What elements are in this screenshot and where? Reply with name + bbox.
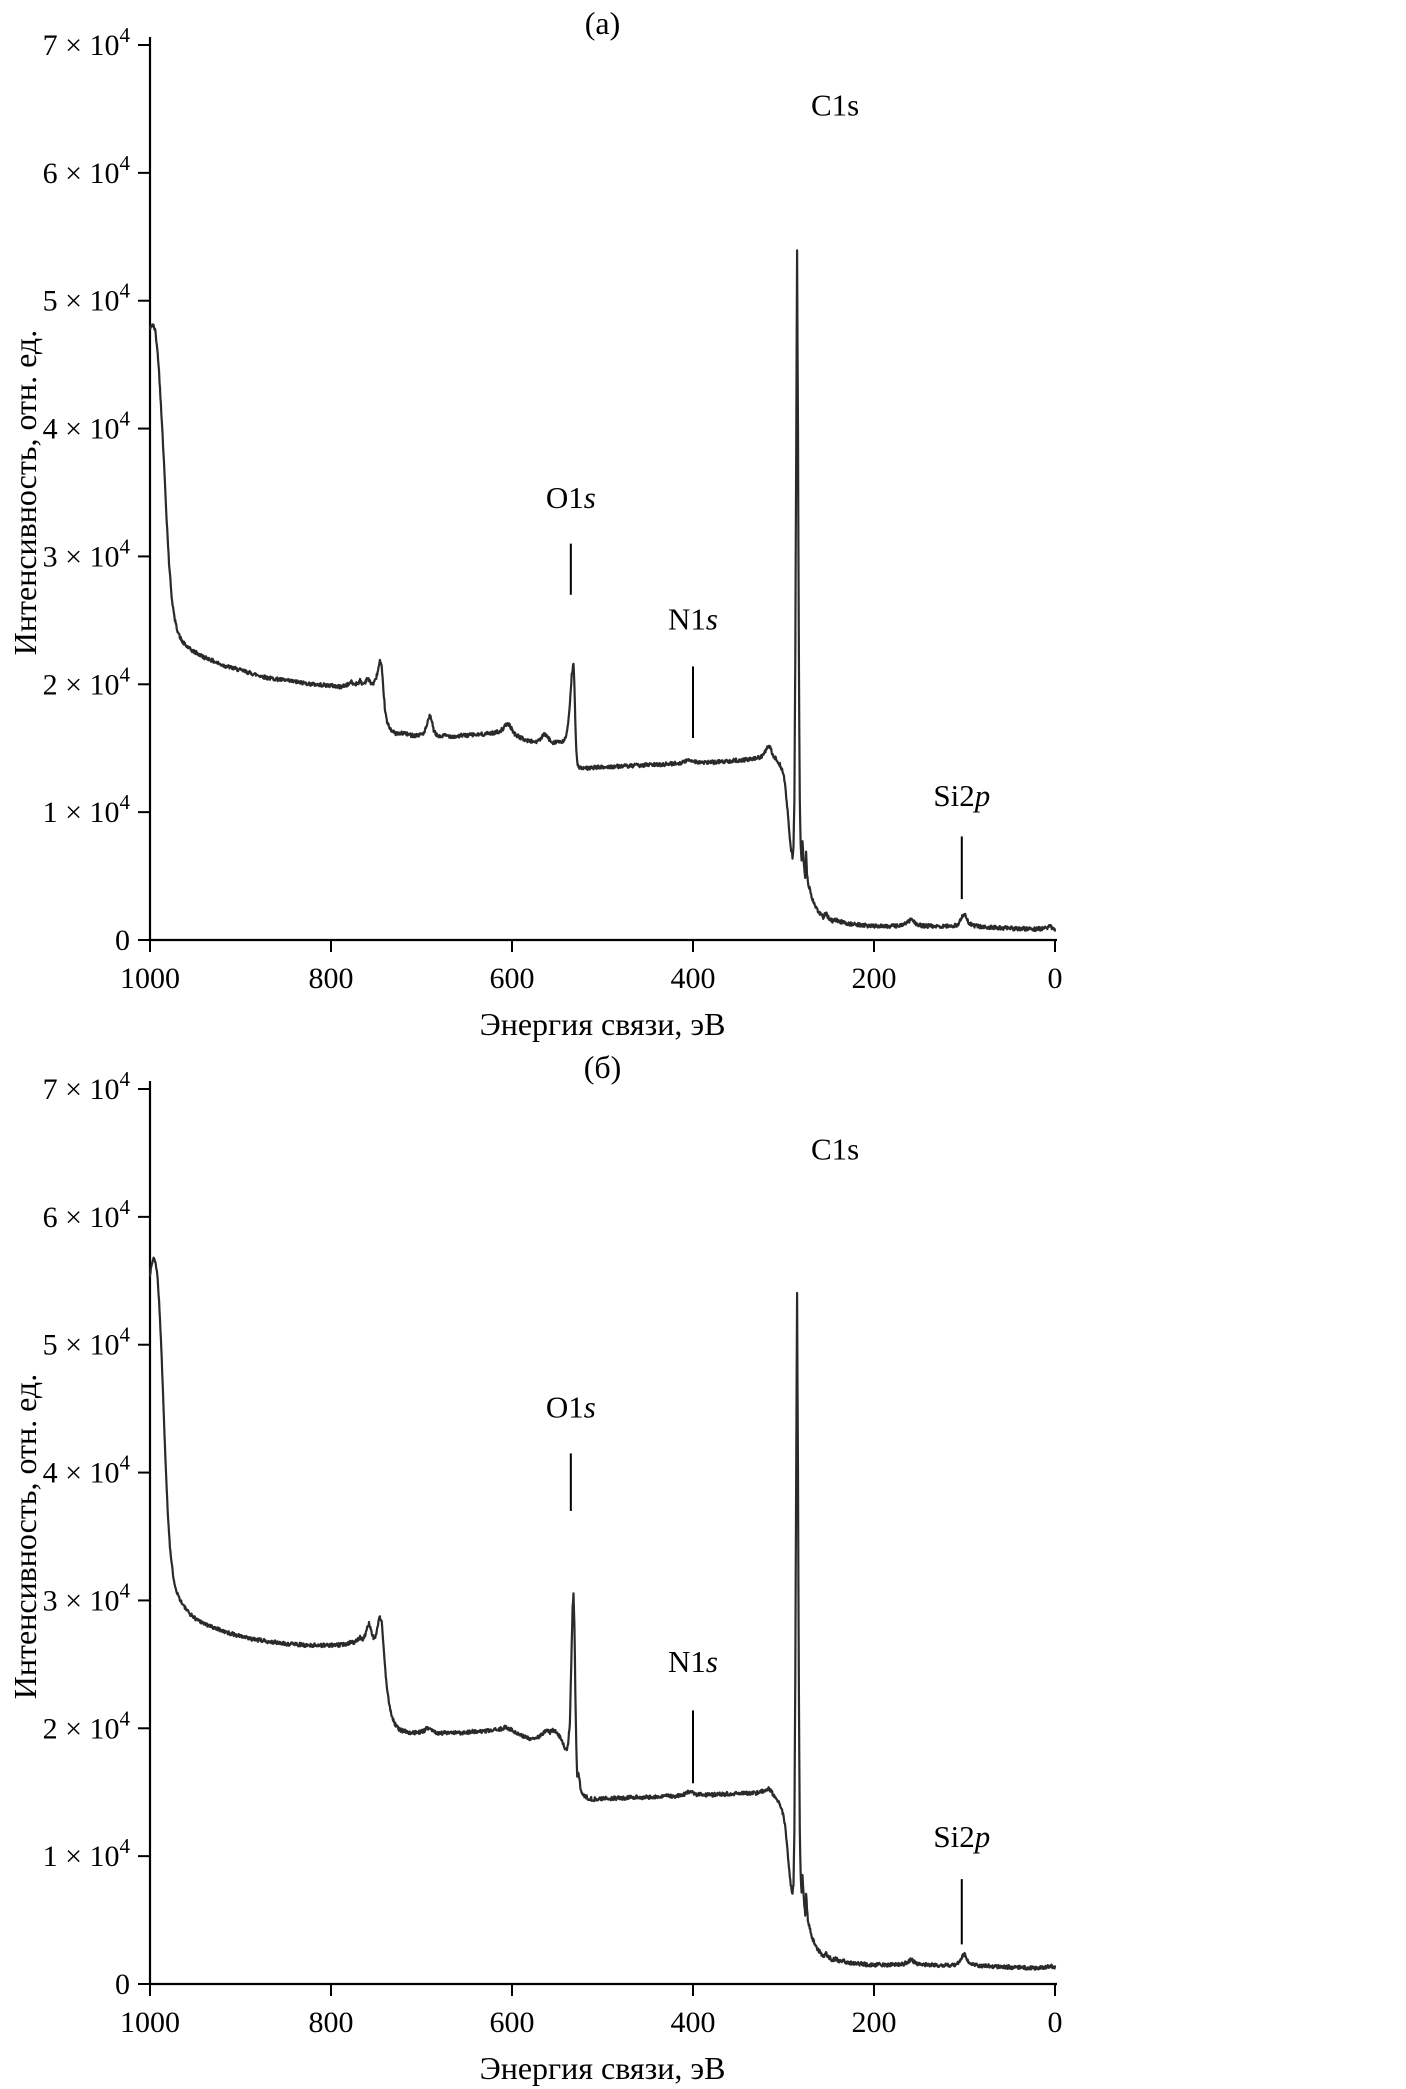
y-tick-label: 2 × 104 xyxy=(43,662,131,701)
y-axis-label: Интенсивность, отн. ед. xyxy=(7,1374,43,1699)
peak-label-o1s: O1s xyxy=(546,480,596,515)
spectrum-curve-b xyxy=(148,1256,1057,1971)
x-tick-label: 600 xyxy=(490,2006,535,2039)
x-tick-label: 0 xyxy=(1048,962,1063,995)
x-tick-label: 0 xyxy=(1048,2006,1063,2039)
peak-label-c1s: C1s xyxy=(811,1131,859,1166)
y-axis-label: Интенсивность, отн. ед. xyxy=(7,330,43,655)
x-tick-label: 800 xyxy=(309,2006,354,2039)
x-tick-label: 200 xyxy=(852,962,897,995)
y-tick-label: 4 × 104 xyxy=(43,1451,131,1490)
x-tick-label: 1000 xyxy=(120,2006,180,2039)
peak-label-c1s: C1s xyxy=(811,87,859,122)
peak-label-si2p: Si2p xyxy=(933,778,990,813)
y-tick-label: 1 × 104 xyxy=(43,1834,131,1873)
x-tick-label: 800 xyxy=(309,962,354,995)
peak-label-n1s: N1s xyxy=(668,601,718,636)
panel-a-chart: 1000 800 600 400 200 0 0 1 × 104 2 × 104 3 × 104 4… xyxy=(7,5,1063,1042)
y-tick-label: 4 × 104 xyxy=(43,407,131,446)
peak-label-si2p: Si2p xyxy=(933,1819,990,1854)
x-tick-label: 200 xyxy=(852,2006,897,2039)
y-tick-label: 2 × 104 xyxy=(43,1706,131,1745)
x-axis-label: Энергия связи, эВ xyxy=(480,2050,726,2086)
panel-title: (а) xyxy=(585,5,621,41)
x-tick-label: 600 xyxy=(490,962,535,995)
spectrum-curve-a xyxy=(148,249,1057,933)
y-tick-label: 6 × 104 xyxy=(43,151,131,190)
y-tick-label: 5 × 104 xyxy=(43,1323,131,1362)
peak-label-o1s: O1s xyxy=(546,1390,596,1425)
x-tick-label: 400 xyxy=(671,2006,716,2039)
y-tick-label: 7 × 104 xyxy=(43,1067,131,1106)
y-tick-label: 1 × 104 xyxy=(43,790,131,829)
panel-b-chart: 1000 800 600 400 200 0 0 1 × 104 2 × 104 3 × 104 4… xyxy=(7,1049,1063,2086)
y-tick-label: 5 × 104 xyxy=(43,279,131,318)
y-tick-label: 0 xyxy=(115,924,130,957)
y-tick-label: 3 × 104 xyxy=(43,534,131,573)
panel-title: (б) xyxy=(584,1049,622,1085)
y-tick-label: 0 xyxy=(115,1968,130,2001)
y-tick-label: 6 × 104 xyxy=(43,1195,131,1234)
peak-label-n1s: N1s xyxy=(668,1644,718,1679)
y-tick-label: 7 × 104 xyxy=(43,23,131,62)
x-axis-label: Энергия связи, эВ xyxy=(480,1006,726,1042)
x-tick-label: 400 xyxy=(671,962,716,995)
x-tick-label: 1000 xyxy=(120,962,180,995)
y-tick-label: 3 × 104 xyxy=(43,1578,131,1617)
